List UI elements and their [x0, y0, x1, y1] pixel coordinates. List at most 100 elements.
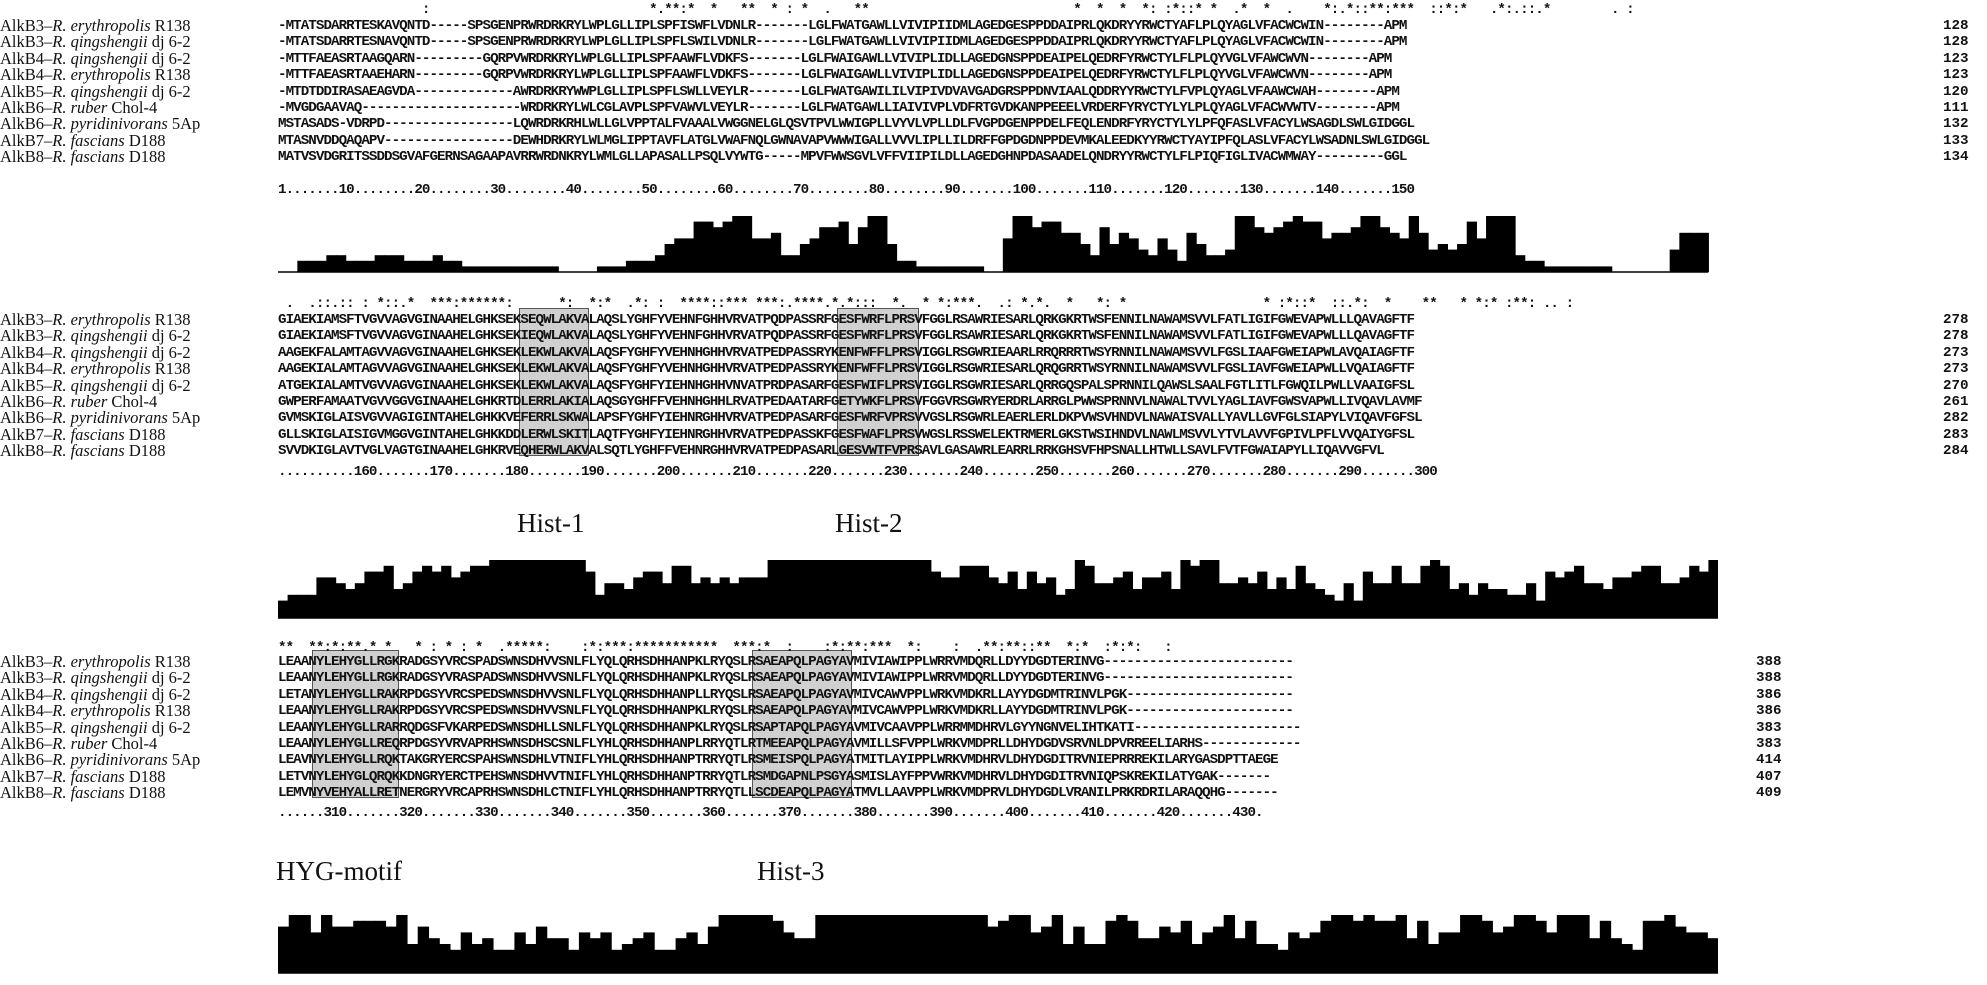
strain-name: Chol-4: [111, 98, 158, 117]
organism-name: R. erythropolis: [52, 652, 151, 671]
histogram-bar: [1137, 938, 1150, 973]
histogram-bar: [965, 915, 978, 973]
gene-id: AlkB4: [0, 65, 45, 85]
histogram-bar: [828, 227, 840, 272]
histogram-bar: [297, 594, 308, 618]
histogram-bar: [825, 560, 836, 618]
gene-id: AlkB7: [0, 766, 45, 786]
histogram-bar: [863, 560, 874, 618]
histogram-bar: [449, 949, 462, 973]
histogram-bar: [1223, 915, 1236, 973]
hist-1-box: [519, 308, 589, 456]
histogram-bar: [777, 560, 788, 618]
histogram-bar: [707, 926, 720, 973]
histogram-bar: [492, 949, 505, 973]
histogram-bar: [1632, 949, 1644, 973]
sequence-length: 123: [1943, 50, 1969, 67]
histogram-bar: [1276, 577, 1287, 618]
histogram-bar: [930, 571, 941, 618]
sequence-row: LEAANYLEHYGLLRAKRPDGSYVRCSPEDSWNSDHVVSNL…: [278, 703, 1294, 720]
histogram-bar: [906, 260, 917, 272]
organism-name: R. pyridinivorans: [52, 114, 168, 134]
organism-name: R. qingshengii: [52, 32, 148, 52]
histogram-bar: [297, 260, 308, 272]
alignment-block-3: ** **:*:**.* * * : * : * .*****: :*:***:…: [0, 630, 1987, 985]
histogram-bar: [867, 216, 878, 272]
histogram-bar: [1225, 249, 1236, 272]
histogram-bar: [1503, 926, 1515, 973]
histogram-bar: [1573, 266, 1584, 272]
gene-id: AlkB3: [0, 16, 45, 35]
histogram-bar: [1113, 577, 1124, 618]
histogram-bar: [417, 926, 430, 973]
histogram-bar: [1094, 944, 1107, 973]
histogram-bar: [1118, 232, 1130, 272]
organism-name: R. qingshengii: [52, 48, 148, 68]
histogram-bar: [1534, 260, 1545, 272]
strain-name: D188: [128, 424, 166, 444]
histogram-bar: [1331, 232, 1342, 272]
histogram-bar: [1447, 249, 1458, 272]
histogram-bar: [1476, 238, 1487, 272]
histogram-bar: [1142, 577, 1153, 618]
histogram-bar: [987, 926, 999, 973]
organism-name: R. ruber: [52, 98, 108, 117]
histogram-bar: [514, 932, 526, 973]
histogram-bar: [384, 255, 395, 272]
histogram-bar: [616, 266, 627, 272]
histogram-bar: [482, 938, 494, 973]
histogram-bar: [921, 560, 932, 618]
histogram-bar: [1460, 915, 1472, 973]
histogram-bar: [1427, 944, 1440, 973]
sequence-label: AlkB7–R. fascians D188: [0, 424, 166, 444]
sequence-label: AlkB4–R. qingshengii dj 6-2: [0, 684, 191, 704]
histogram-bar: [761, 238, 772, 272]
histogram-bar: [1002, 238, 1014, 272]
histogram-bar: [1159, 926, 1171, 973]
histogram-bar: [566, 560, 577, 618]
histogram-bar: [342, 926, 354, 973]
sequence-row: LEAANYLEHYGLLRGKRADGSYVRCSPADSWNSDHVVSNL…: [278, 654, 1294, 670]
organism-name: R. erythropolis: [52, 359, 151, 379]
histogram-bar: [954, 266, 965, 272]
histogram-bar: [546, 938, 559, 973]
histogram-bar: [1180, 920, 1193, 973]
sequence-label: AlkB8–R. fascians D188: [0, 441, 166, 461]
histogram-bar: [741, 216, 753, 272]
histogram-bar: [1321, 238, 1333, 272]
histogram-bar: [422, 260, 434, 272]
sequence-label: AlkB7–R. fascians D188: [0, 766, 166, 786]
histogram-bar: [1487, 589, 1498, 618]
histogram-bar: [1516, 594, 1527, 618]
histogram-bar: [568, 949, 580, 973]
histogram-bar: [911, 560, 922, 618]
histogram-bar: [671, 565, 682, 618]
histogram-bar: [1449, 589, 1460, 618]
organism-name: R. erythropolis: [52, 65, 151, 85]
histogram-bar: [431, 571, 442, 618]
sequence-length: 134: [1943, 149, 1969, 166]
histogram-bar: [479, 565, 490, 618]
histogram-bar: [363, 920, 376, 973]
histogram-bar: [877, 216, 888, 272]
sequence-length: 123: [1943, 67, 1969, 84]
sequence-length: 283: [1943, 426, 1969, 443]
gene-id: AlkB6: [0, 98, 45, 117]
histogram-bar: [1314, 589, 1325, 618]
histogram-bar: [1288, 932, 1300, 973]
histogram-bar: [498, 560, 509, 618]
histogram-bar: [278, 926, 290, 973]
histogram-bar: [1191, 944, 1203, 973]
conservation-histogram: [278, 216, 1709, 273]
histogram-bar: [1017, 589, 1028, 618]
gene-id: AlkB5: [0, 375, 45, 395]
gene-id: AlkB8: [0, 147, 45, 167]
histogram-bar: [1370, 216, 1381, 272]
sequence-label: AlkB8–R. fascians D188: [0, 147, 166, 167]
histogram-bar: [621, 944, 634, 973]
histogram-bar: [1060, 232, 1072, 272]
hist-2-box: [837, 308, 919, 456]
strain-name: dj 6-2: [151, 684, 191, 704]
histogram-bar: [1641, 565, 1652, 618]
